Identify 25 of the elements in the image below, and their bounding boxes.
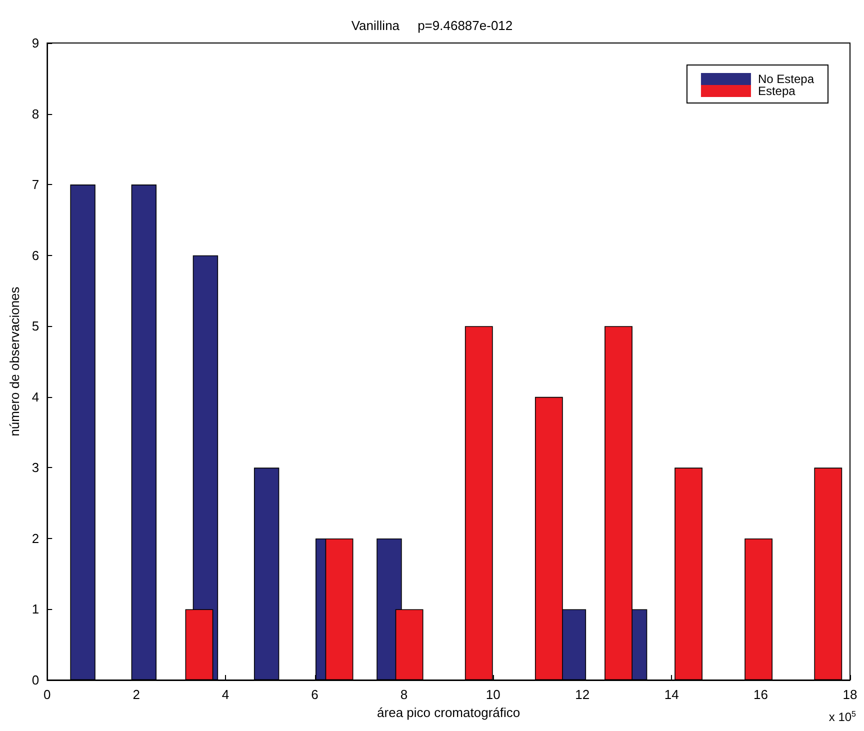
y-tick-label: 4 <box>32 389 40 404</box>
x-tick-label: 12 <box>575 687 590 702</box>
legend-label: No Estepa <box>758 72 814 86</box>
y-tick-label: 1 <box>32 602 40 617</box>
y-tick-label: 6 <box>32 248 40 263</box>
x-tick-label: 2 <box>132 687 140 702</box>
y-tick-label: 9 <box>32 36 40 50</box>
x-tick-label: 0 <box>44 687 51 702</box>
x-axis-title: área pico cromatográfico <box>377 704 520 720</box>
y-tick-label: 7 <box>32 177 40 192</box>
x-tick-label: 10 <box>486 687 500 702</box>
y-tick-label: 3 <box>32 460 40 476</box>
y-tick-label: 8 <box>32 106 40 122</box>
y-axis-title: número de observaciones <box>7 286 22 436</box>
y-tick-label: 5 <box>32 318 40 334</box>
legend-label: Estepa <box>758 84 796 98</box>
x-tick-label: 16 <box>754 687 768 702</box>
y-tick-label: 0 <box>32 672 40 688</box>
x-tick-label: 18 <box>842 687 858 702</box>
chart-title: Vanillina p=9.46887e-012 <box>351 18 513 33</box>
y-tick-label: 2 <box>32 530 40 546</box>
x-tick-label: 6 <box>311 687 318 702</box>
x-tick-label: 8 <box>400 687 408 702</box>
x-tick-label: 4 <box>222 687 230 702</box>
x-tick-label: 14 <box>664 687 679 702</box>
